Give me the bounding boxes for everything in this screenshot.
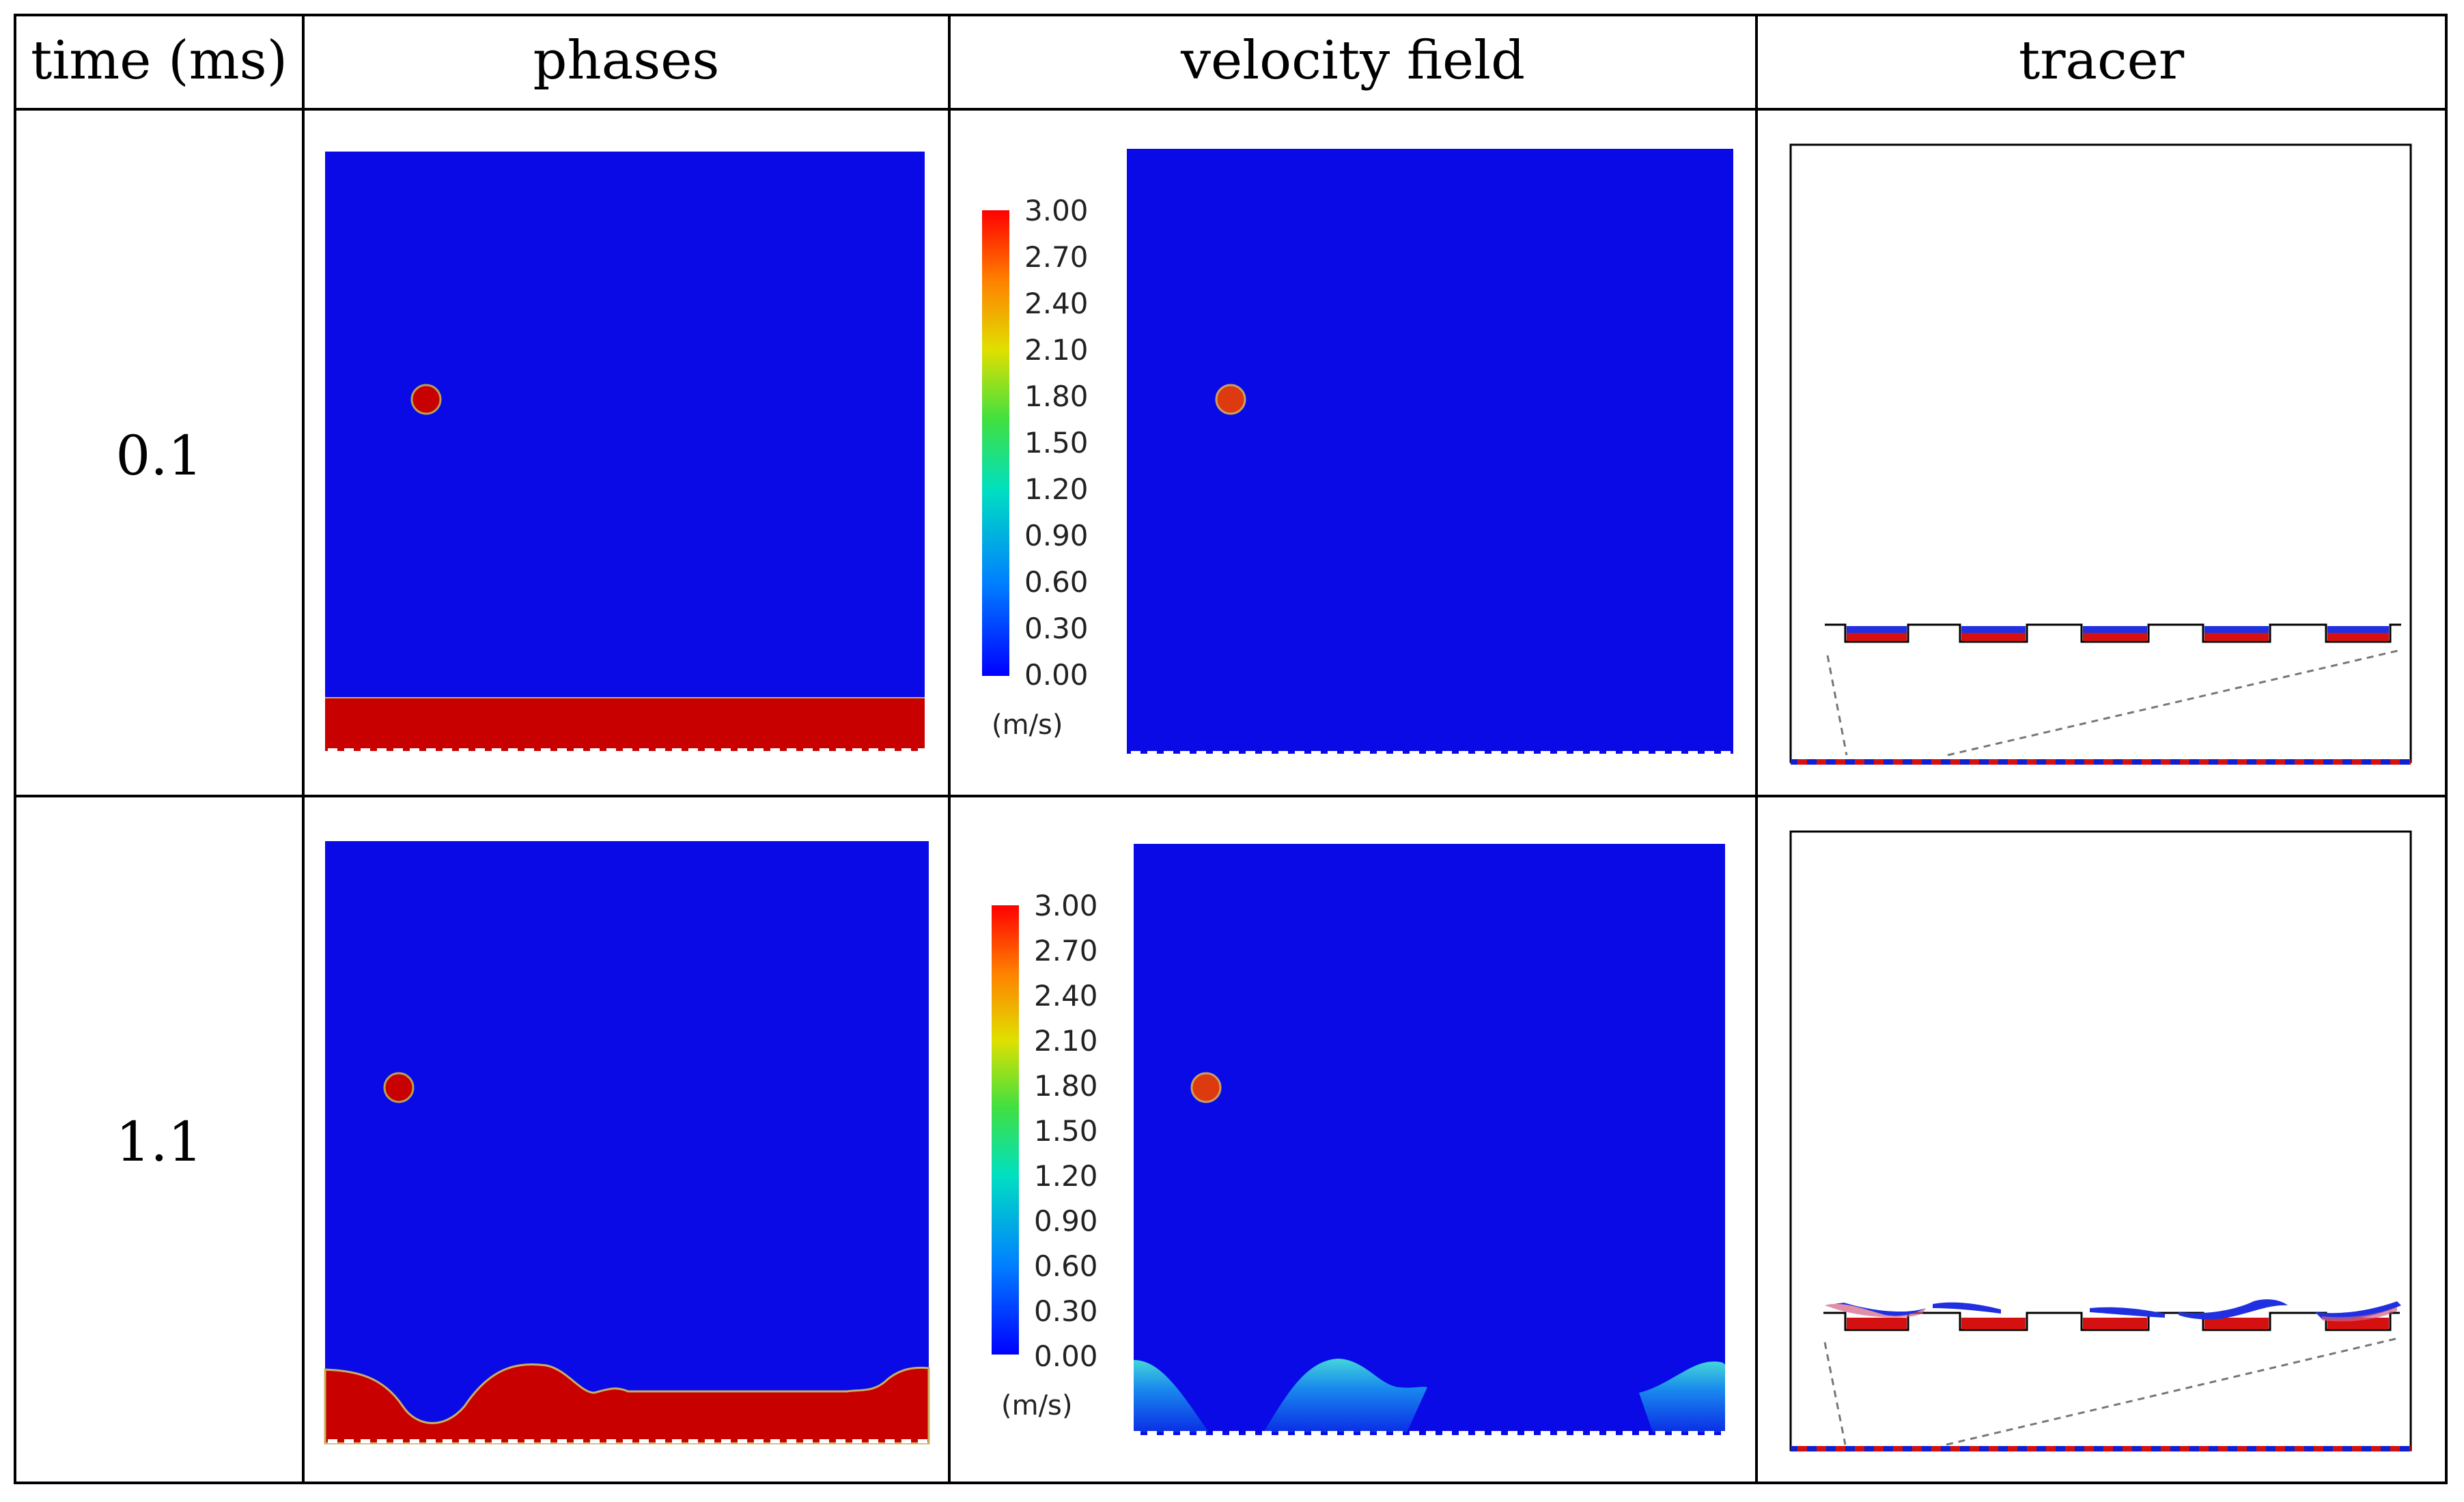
colorbar-gradient (982, 210, 1009, 676)
table-header: time (ms) phases velocity field tracer (31, 30, 2185, 91)
colorbar-tick: 0.60 (1034, 1249, 1098, 1283)
colorbar-unit: (m/s) (1001, 1390, 1073, 1421)
particle (1215, 384, 1246, 415)
colorbar-tick: 0.30 (1034, 1294, 1098, 1328)
colorbar-tick: 1.50 (1034, 1114, 1098, 1148)
velocity-panel-row-2 (1134, 844, 1725, 1435)
colorbar-tick: 0.90 (1034, 1204, 1098, 1238)
velocity-panel-row-1 (1127, 149, 1733, 754)
colorbar-unit: (m/s) (992, 709, 1063, 741)
phases-panel-row-1 (325, 152, 925, 752)
phases-panel-row-2 (324, 841, 930, 1445)
colorbar-tick: 3.00 (1024, 194, 1089, 227)
liquid-layer (325, 698, 925, 751)
tracer-panel-row-2 (1789, 830, 2412, 1451)
header-time: time (ms) (31, 30, 288, 91)
colorbar-tick: 0.30 (1024, 612, 1089, 645)
particle (1190, 1072, 1222, 1103)
liquid-layer (324, 1363, 930, 1445)
time-label-row-2: 1.1 (115, 1110, 202, 1174)
table-grid (14, 14, 2448, 1484)
colorbar-tick: 2.10 (1034, 1024, 1098, 1058)
colorbar-gradient (992, 905, 1019, 1355)
colorbar-tick: 2.10 (1024, 333, 1089, 367)
tracer-panel-row-1 (1789, 143, 2412, 765)
header-phases: phases (533, 30, 720, 91)
colorbar-tick: 0.90 (1024, 519, 1089, 552)
colorbar-tick: 2.70 (1024, 240, 1089, 274)
colorbar-tick: 2.40 (1034, 979, 1098, 1012)
colorbar-tick: 0.00 (1034, 1340, 1098, 1373)
colorbar-tick: 1.20 (1024, 472, 1089, 506)
colorbar-tick: 1.80 (1024, 380, 1089, 413)
colorbar-tick: 1.80 (1034, 1069, 1098, 1103)
header-tracer: tracer (2019, 30, 2185, 91)
colorbar-tick: 1.20 (1034, 1159, 1098, 1193)
time-label-row-1: 0.1 (115, 424, 202, 487)
colorbar-tick: 2.40 (1024, 287, 1089, 320)
colorbar-tick: 2.70 (1034, 934, 1098, 967)
tracer-splash (1825, 1299, 2401, 1322)
colorbar-tick: 0.60 (1024, 565, 1089, 599)
colorbar-tick: 3.00 (1034, 889, 1098, 922)
colorbar-row-1: 3.00 2.70 2.40 2.10 1.80 1.50 1.20 0.90 … (982, 194, 1089, 741)
particle (383, 1072, 415, 1103)
particle (410, 384, 442, 415)
colorbar-tick: 0.00 (1024, 658, 1089, 692)
header-velocity-field: velocity field (1180, 30, 1525, 91)
colorbar-tick: 1.50 (1024, 426, 1089, 459)
tracer-cells (1847, 626, 2389, 641)
colorbar-row-2: 3.00 2.70 2.40 2.10 1.80 1.50 1.20 0.90 … (992, 889, 1098, 1421)
tracer-cells (1847, 1318, 2389, 1329)
